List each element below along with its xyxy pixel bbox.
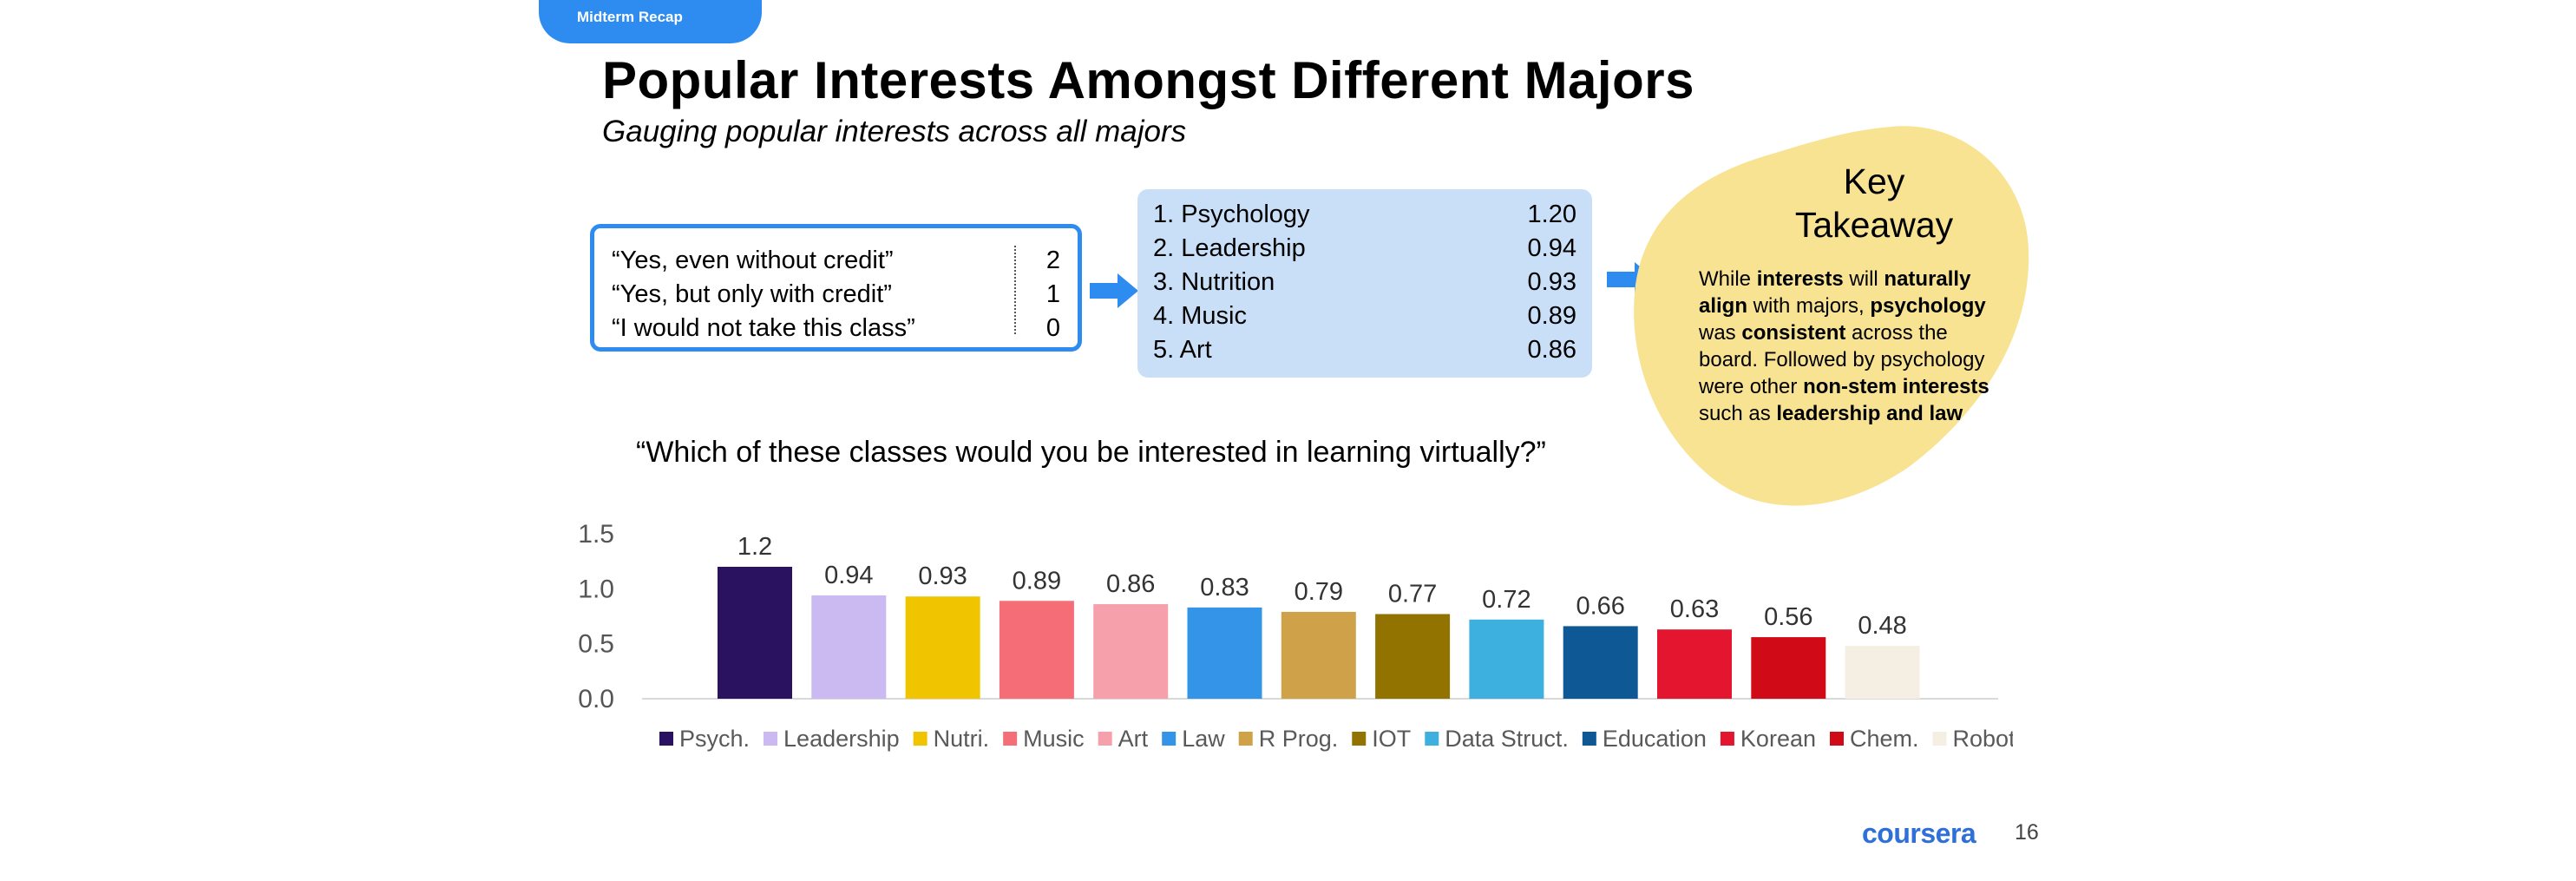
ranking-row: 5. Art 0.86 (1153, 336, 1576, 369)
page-subtitle: Gauging popular interests across all maj… (602, 115, 1187, 148)
data-label: 0.89 (1013, 567, 1061, 595)
data-label: 0.72 (1482, 586, 1531, 614)
bar (1845, 646, 1920, 699)
legend-label: Chem. (1850, 726, 1919, 752)
ranking-row: 4. Music 0.89 (1153, 302, 1576, 335)
section-tag: Midterm Recap (539, 0, 762, 43)
legend-swatch (1720, 732, 1734, 746)
y-tick-label: 1.0 (578, 575, 614, 603)
data-label: 1.2 (737, 533, 772, 561)
scale-label: “Yes, even without credit” (612, 247, 894, 274)
legend-label: Korean (1740, 726, 1816, 752)
legend-label: Art (1118, 726, 1149, 752)
scale-value: 2 (1045, 247, 1060, 274)
bar (1281, 611, 1356, 699)
y-tick-label: 0.0 (578, 685, 614, 713)
data-label: 0.93 (918, 562, 967, 590)
bar (1657, 629, 1732, 699)
bar (1187, 607, 1262, 699)
bar (999, 601, 1074, 699)
legend-swatch (1098, 732, 1112, 746)
legend-swatch (1162, 732, 1177, 746)
legend-swatch (1003, 732, 1018, 746)
legend-swatch (1582, 732, 1596, 746)
ranking-value: 0.94 (1527, 234, 1576, 262)
data-label: 0.63 (1670, 595, 1719, 623)
ranking-label: 1. Psychology (1153, 201, 1310, 228)
page-number: 16 (2015, 820, 2039, 845)
section-tag-label: Midterm Recap (577, 9, 683, 25)
legend-swatch (1932, 732, 1947, 746)
legend-label: Nutri. (934, 726, 990, 752)
bar (1563, 626, 1638, 699)
data-label: 0.86 (1106, 570, 1155, 598)
scale-row: “Yes, even without credit” 2 (612, 247, 1060, 281)
y-tick-label: 0.5 (578, 630, 614, 659)
right-arrow-icon (1090, 273, 1138, 308)
top-interests-box: 1. Psychology 1.20 2. Leadership 0.94 3.… (1137, 189, 1592, 378)
survey-question: “Which of these classes would you be int… (636, 436, 1546, 469)
bar (1469, 619, 1544, 699)
response-scale-box: “Yes, even without credit” 2 “Yes, but o… (590, 224, 1082, 352)
legend-label: Education (1603, 726, 1707, 752)
legend-label: Robot. (1953, 726, 2013, 752)
ranking-label: 4. Music (1153, 302, 1247, 330)
data-label: 0.56 (1764, 603, 1812, 631)
ranking-row: 2. Leadership 0.94 (1153, 234, 1576, 267)
interest-bar-chart: 0.0 0.5 1.0 1.5 1.2 0.94 0.93 0.89 0.86 0.83 0.79 0… (578, 520, 2013, 752)
takeaway-title: Key Takeaway (1794, 161, 1954, 245)
legend-label: Data Struct. (1445, 726, 1569, 752)
ranking-value: 1.20 (1527, 201, 1576, 228)
bar (1751, 637, 1826, 699)
legend-swatch (1830, 732, 1844, 746)
legend-swatch (1425, 732, 1439, 746)
takeaway-text: While interests will naturally align wit… (1699, 267, 1989, 425)
bar (1375, 614, 1451, 699)
scale-row: “I would not take this class” 0 (612, 314, 1060, 349)
legend-swatch (1238, 732, 1253, 746)
coursera-logo: coursera (1862, 818, 1976, 849)
scale-value: 0 (1045, 314, 1060, 342)
scale-value: 1 (1045, 280, 1060, 308)
y-tick-label: 1.5 (578, 520, 614, 549)
data-label: 0.77 (1388, 580, 1437, 608)
page-title: Popular Interests Amongst Different Majo… (602, 51, 1694, 109)
data-label: 0.83 (1200, 574, 1249, 602)
legend-label: Psych. (679, 726, 750, 752)
data-label: 0.66 (1576, 592, 1624, 620)
data-label: 0.48 (1858, 612, 1906, 640)
data-label: 0.94 (824, 562, 873, 589)
ranking-row: 1. Psychology 1.20 (1153, 201, 1576, 233)
legend-label: Music (1023, 726, 1085, 752)
ranking-label: 3. Nutrition (1153, 268, 1275, 296)
ranking-value: 0.93 (1527, 268, 1576, 296)
ranking-label: 2. Leadership (1153, 234, 1306, 262)
scale-label: “Yes, but only with credit” (612, 280, 892, 308)
ranking-value: 0.86 (1527, 336, 1576, 364)
legend-swatch (764, 732, 778, 746)
bar (1093, 604, 1169, 699)
legend-swatch (659, 732, 673, 746)
ranking-label: 5. Art (1153, 336, 1212, 364)
ranking-value: 0.89 (1527, 302, 1576, 330)
scale-label: “I would not take this class” (612, 314, 915, 342)
takeaway-blob (1634, 126, 2029, 506)
dotted-divider (1014, 246, 1016, 334)
data-label: 0.79 (1295, 578, 1343, 606)
legend-label: R Prog. (1259, 726, 1339, 752)
bar (811, 595, 887, 699)
legend-label: Law (1182, 726, 1225, 752)
bar (905, 596, 980, 699)
bar (718, 567, 792, 699)
legend-label: IOT (1372, 726, 1411, 752)
legend-swatch (913, 732, 927, 746)
ranking-row: 3. Nutrition 0.93 (1153, 268, 1576, 301)
scale-row: “Yes, but only with credit” 1 (612, 280, 1060, 315)
legend-label: Leadership (783, 726, 900, 752)
legend-swatch (1352, 732, 1367, 746)
